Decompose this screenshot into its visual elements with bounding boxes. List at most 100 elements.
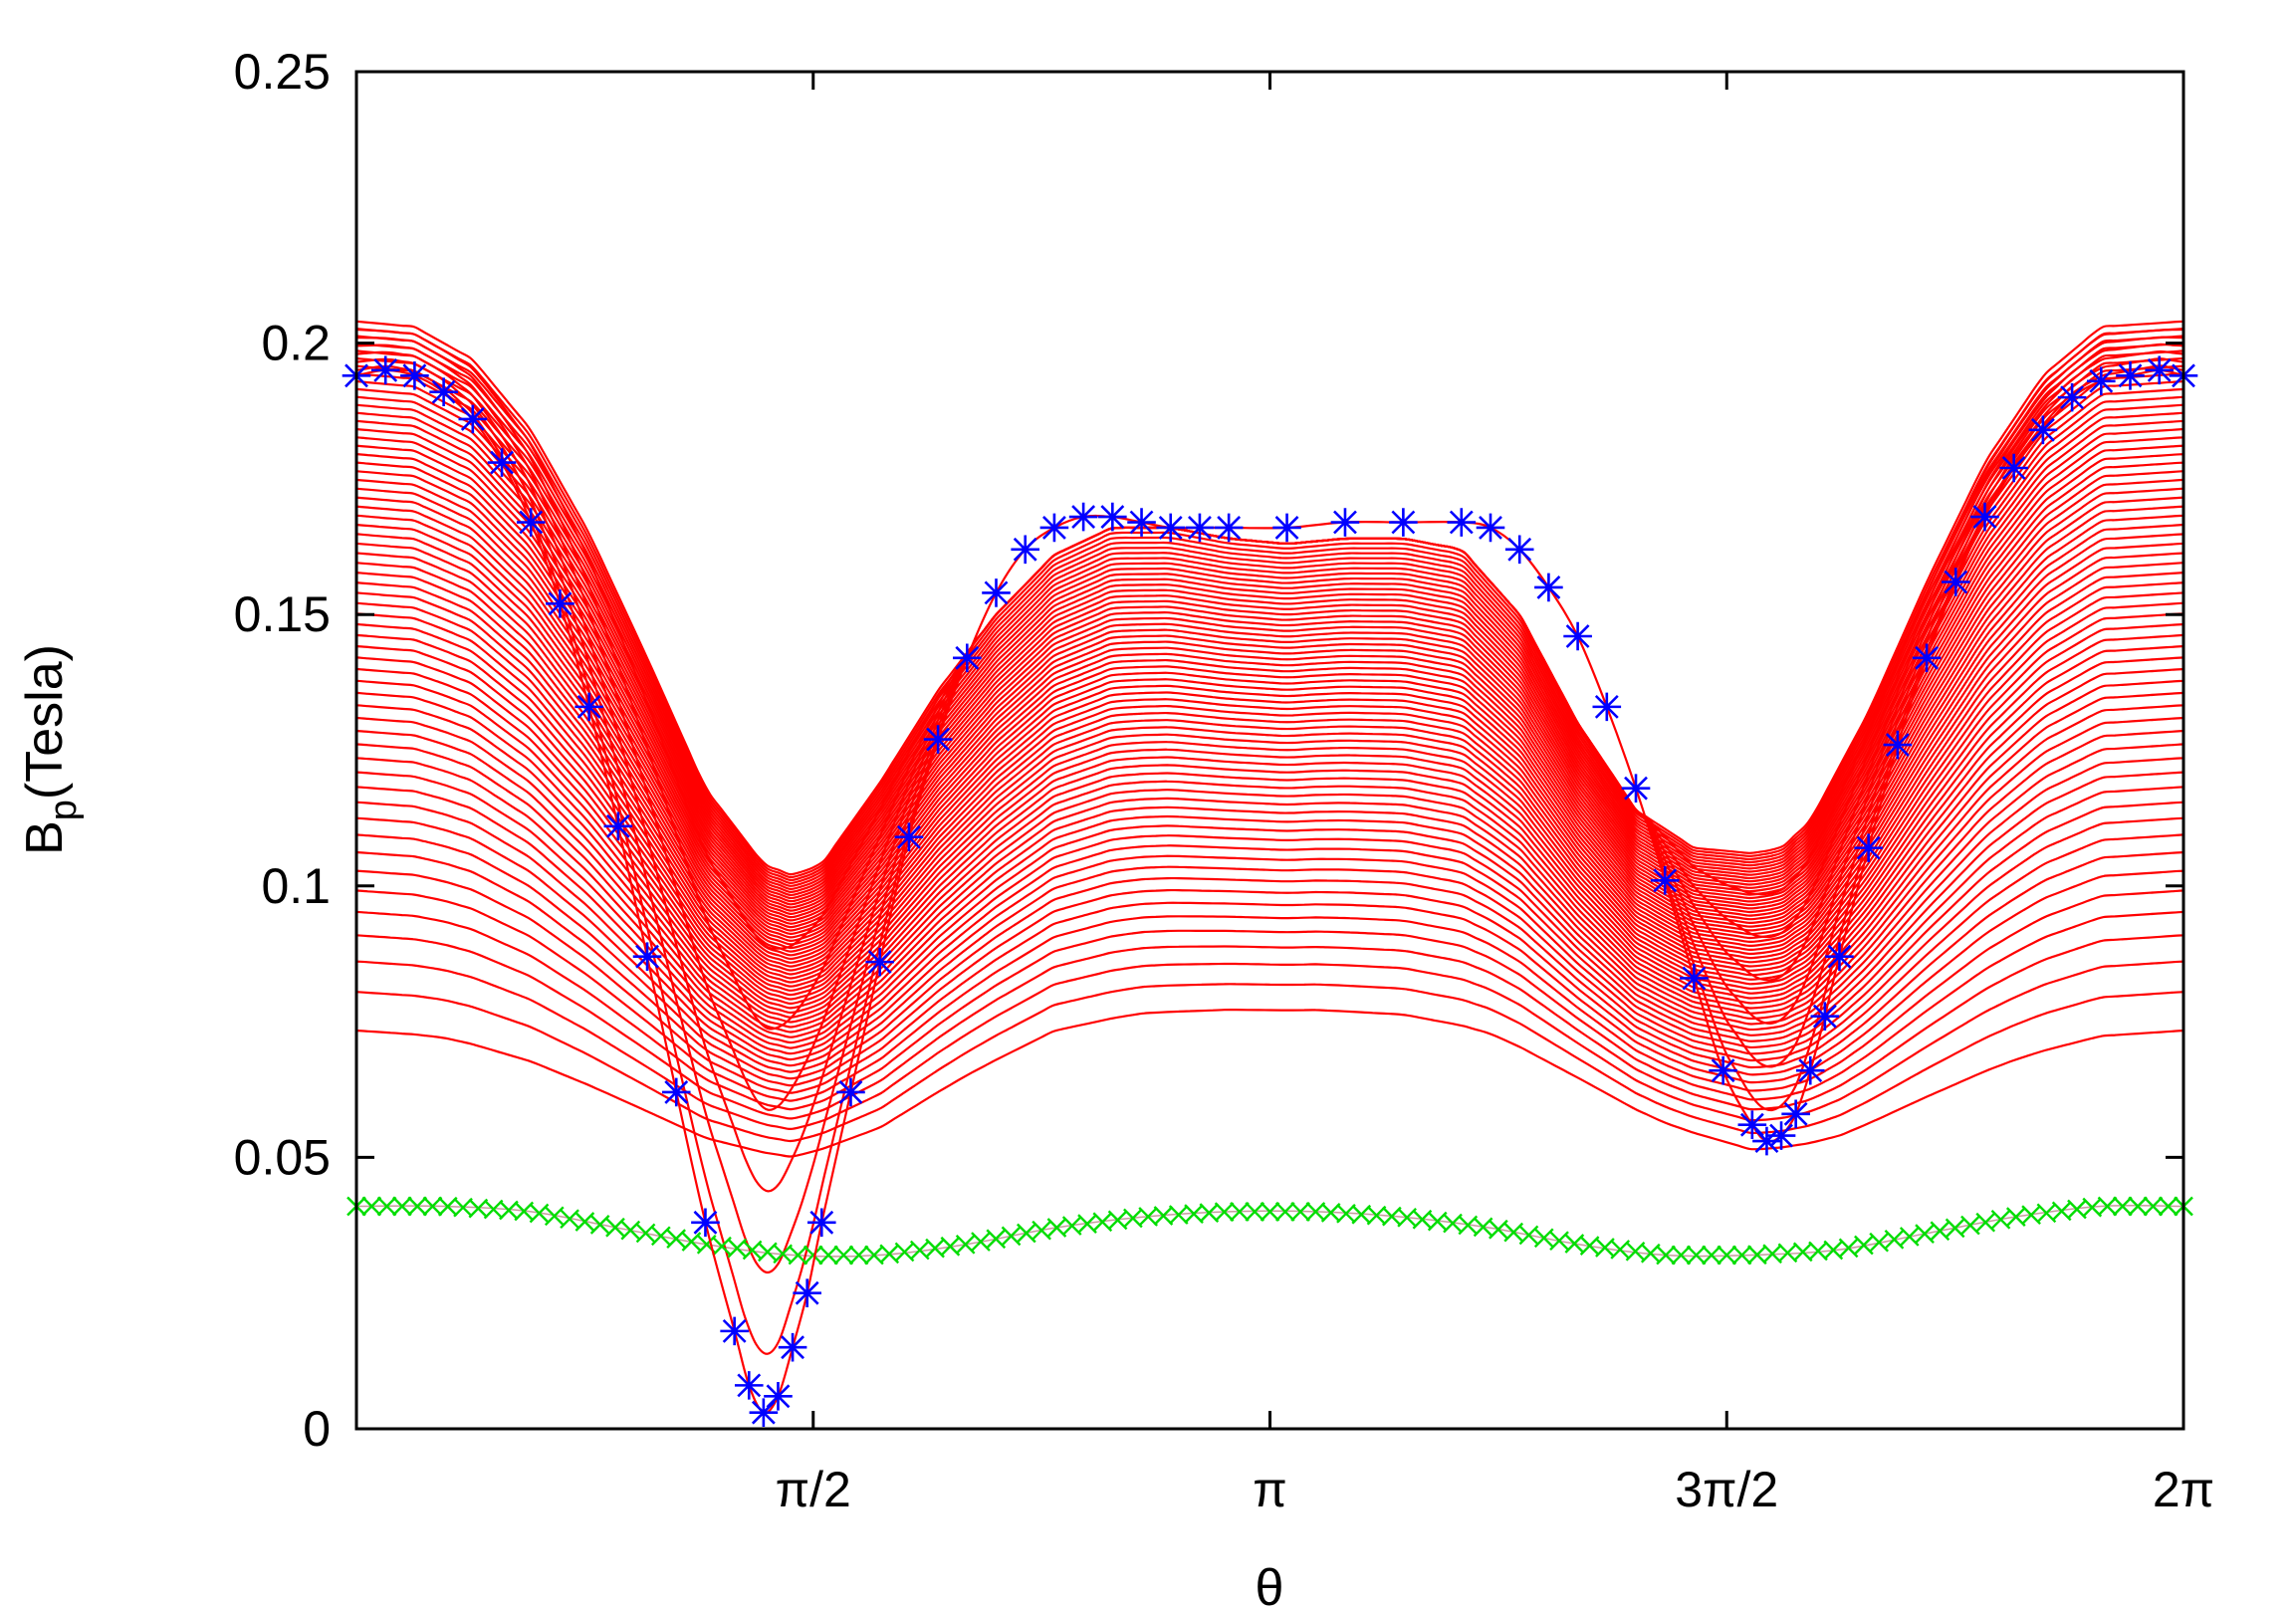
- flux-surface-line: [355, 419, 2184, 916]
- outer-boundary-marker: [1330, 508, 1360, 537]
- flux-surface-line: [355, 633, 2184, 1001]
- inner-boundary-marker: [1533, 1228, 1554, 1249]
- inner-boundary-marker: [1153, 1206, 1174, 1226]
- outer-boundary-marker: [1825, 942, 1854, 971]
- inner-boundary-marker: [1792, 1242, 1813, 1263]
- outer-boundary-marker: [2086, 366, 2116, 396]
- outer-boundary-marker: [1970, 502, 1999, 532]
- inner-boundary-marker: [2143, 1196, 2164, 1217]
- inner-boundary-marker: [1199, 1203, 1220, 1223]
- outer-boundary-marker: [1752, 1126, 1781, 1156]
- inner-boundary-marker: [1366, 1205, 1387, 1226]
- y-tick-label: 0.1: [261, 858, 331, 914]
- inner-boundary-marker: [1884, 1229, 1905, 1250]
- x-tick-label: 3π/2: [1675, 1462, 1778, 1517]
- outer-boundary-marker: [1011, 535, 1040, 565]
- inner-boundary-marker: [1245, 1202, 1265, 1222]
- flux-surface-line: [355, 622, 2184, 997]
- flux-surface-line: [355, 328, 2184, 879]
- inner-boundary-marker: [773, 1244, 794, 1265]
- inner-boundary-marker: [620, 1220, 641, 1241]
- inner-boundary-marker: [376, 1196, 397, 1217]
- flux-surface-line: [355, 356, 2184, 891]
- flux-surface-line: [355, 335, 2184, 882]
- inner-boundary-marker: [529, 1203, 550, 1224]
- flux-surface-line: [355, 601, 2184, 988]
- inner-boundary-marker: [1230, 1202, 1250, 1222]
- outer-boundary-marker: [1592, 692, 1622, 722]
- x-tick-label: π/2: [776, 1462, 851, 1517]
- outer-boundary-marker: [865, 947, 894, 977]
- inner-boundary-marker: [1671, 1245, 1692, 1265]
- inner-boundary-marker: [483, 1199, 504, 1220]
- outer-boundary-marker: [1854, 833, 1883, 862]
- outer-boundary-marker: [1766, 1121, 1796, 1150]
- inner-boundary-marker: [1305, 1202, 1326, 1222]
- flux-surface-line: [355, 691, 2184, 1024]
- y-axis-title-rest: (Tesla): [16, 644, 74, 800]
- flux-surface-line: [355, 453, 2184, 929]
- inner-boundary-marker: [681, 1232, 702, 1252]
- flux-surface-line: [355, 364, 2184, 1355]
- inner-boundary-marker: [1001, 1226, 1022, 1247]
- flux-surface-line: [355, 757, 2184, 1049]
- inner-boundary-marker: [1549, 1231, 1569, 1252]
- flux-surface-line: [355, 771, 2184, 1055]
- y-tick-label: 0.2: [261, 316, 331, 371]
- inner-boundary-marker: [2082, 1197, 2103, 1218]
- flux-surface-line: [355, 552, 2184, 968]
- outer-boundary-marker: [1737, 1110, 1767, 1139]
- inner-boundary-marker: [407, 1196, 428, 1217]
- inner-boundary-marker: [1915, 1224, 1935, 1244]
- inner-boundary-marker: [666, 1229, 686, 1250]
- flux-surface-line: [355, 910, 2184, 1111]
- outer-boundary-marker: [1563, 621, 1592, 651]
- outer-boundary-marker: [661, 1077, 691, 1107]
- y-tick-label: 0.25: [234, 44, 331, 100]
- flux-surface-line: [355, 427, 2184, 919]
- y-axis-title: Bp(Tesla): [16, 644, 85, 855]
- flux-surface-line: [355, 833, 2184, 1080]
- outer-boundary-marker: [370, 355, 400, 385]
- outer-boundary-marker: [1214, 513, 1244, 543]
- x-axis-title: θ: [1256, 1559, 1284, 1610]
- flux-surface-line: [355, 372, 2184, 897]
- outer-boundary-marker: [546, 588, 574, 618]
- inner-boundary-marker: [635, 1223, 656, 1244]
- outer-boundary-marker: [953, 643, 982, 673]
- inner-boundary-marker: [361, 1196, 382, 1217]
- inner-boundary-marker: [1489, 1219, 1508, 1240]
- flux-surface-line: [355, 889, 2184, 1102]
- outer-boundary-marker: [400, 361, 429, 390]
- outer-boundary-marker: [1709, 1055, 1737, 1085]
- outer-boundary-marker: [2116, 361, 2145, 390]
- outer-boundary-marker: [1447, 508, 1477, 537]
- inner-boundary-marker: [986, 1229, 1007, 1250]
- inner-boundary-marker: [1990, 1209, 2011, 1230]
- y-tick-label: 0: [303, 1401, 331, 1457]
- inner-boundary-marker: [499, 1200, 519, 1221]
- inner-boundary-marker: [1260, 1202, 1280, 1222]
- outer-boundary-marker: [764, 1381, 793, 1411]
- outer-boundary-marker: [836, 1077, 865, 1107]
- outer-boundary-marker: [458, 404, 488, 434]
- outer-boundary-marker: [1650, 866, 1680, 895]
- inner-boundary-marker: [574, 1212, 595, 1232]
- inner-boundary-marker: [1168, 1205, 1189, 1225]
- inner-boundary-marker: [833, 1245, 854, 1265]
- outer-boundary-marker: [749, 1398, 779, 1427]
- y-tick-label: 0.05: [234, 1129, 331, 1185]
- outer-boundary-marker: [1389, 508, 1418, 537]
- inner-boundary-marker: [2097, 1196, 2118, 1217]
- inner-boundary-marker: [1899, 1227, 1920, 1247]
- outer-boundary-marker: [516, 508, 546, 537]
- inner-boundary-marker: [1762, 1244, 1782, 1265]
- inner-boundary-marker: [1016, 1223, 1036, 1244]
- outer-boundary-marker: [1680, 964, 1709, 993]
- plot-frame: [354, 70, 2185, 1431]
- outer-boundary-marker: [734, 1371, 764, 1400]
- inner-boundary-marker: [1686, 1245, 1707, 1265]
- outer-boundary-marker: [1621, 774, 1651, 803]
- flux-surface-line: [355, 801, 2184, 1067]
- outer-boundary-marker: [1534, 573, 1563, 602]
